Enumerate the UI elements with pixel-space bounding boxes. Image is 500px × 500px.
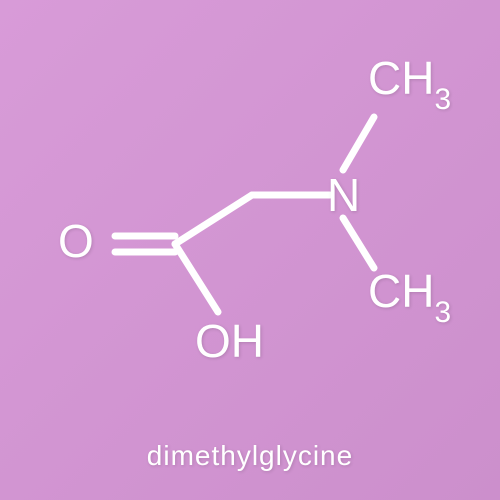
bond-line — [343, 117, 374, 170]
atom-ch3-top: CH3 — [368, 55, 451, 110]
atom-n: N — [327, 172, 360, 218]
atom-ch3-bottom: CH3 — [368, 268, 451, 323]
compound-caption: dimethylglycine — [0, 440, 500, 472]
atom-o-double: O — [58, 218, 94, 264]
bond-line — [175, 195, 252, 244]
bond-line — [343, 218, 374, 268]
atom-oh: OH — [195, 318, 264, 364]
bond-line — [175, 244, 218, 312]
